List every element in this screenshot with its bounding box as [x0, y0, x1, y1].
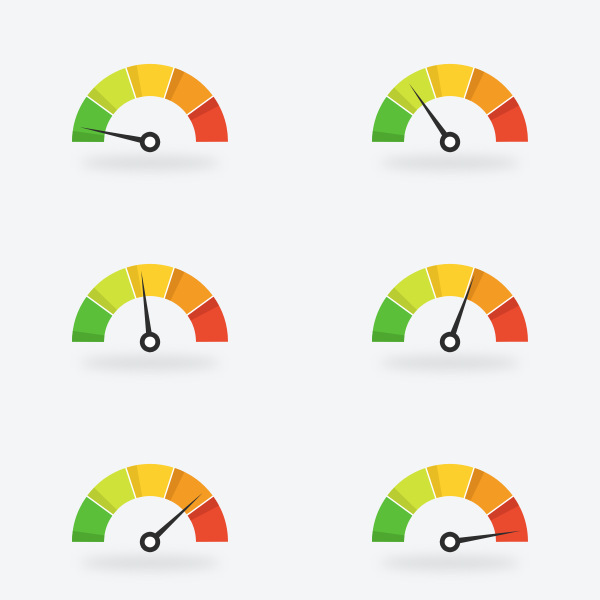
grid-cell [0, 200, 300, 400]
drop-shadow [80, 356, 220, 370]
grid-cell [300, 200, 600, 400]
gauge-icon [72, 246, 228, 354]
gauge-icon [72, 46, 228, 154]
gauge-4 [372, 246, 528, 354]
drop-shadow [380, 156, 520, 170]
gauge-5 [72, 446, 228, 554]
gauge-hub-inner [145, 536, 156, 547]
grid-cell [0, 400, 300, 600]
grid-cell [0, 0, 300, 200]
gauge-icon [372, 246, 528, 354]
drop-shadow [380, 356, 520, 370]
gauge-icon [372, 46, 528, 154]
gauge-infographic-grid [0, 0, 600, 600]
drop-shadow [80, 556, 220, 570]
gauge-3 [72, 246, 228, 354]
gauge-icon [372, 446, 528, 554]
gauge-6 [372, 446, 528, 554]
drop-shadow [80, 156, 220, 170]
gauge-hub-inner [445, 336, 456, 347]
gauge-hub-inner [445, 536, 456, 547]
gauge-icon [72, 446, 228, 554]
gauge-1 [72, 46, 228, 154]
drop-shadow [380, 556, 520, 570]
gauge-hub-inner [145, 336, 156, 347]
grid-cell [300, 0, 600, 200]
gauge-hub-inner [145, 136, 156, 147]
grid-cell [300, 400, 600, 600]
gauge-hub-inner [445, 136, 456, 147]
gauge-2 [372, 46, 528, 154]
